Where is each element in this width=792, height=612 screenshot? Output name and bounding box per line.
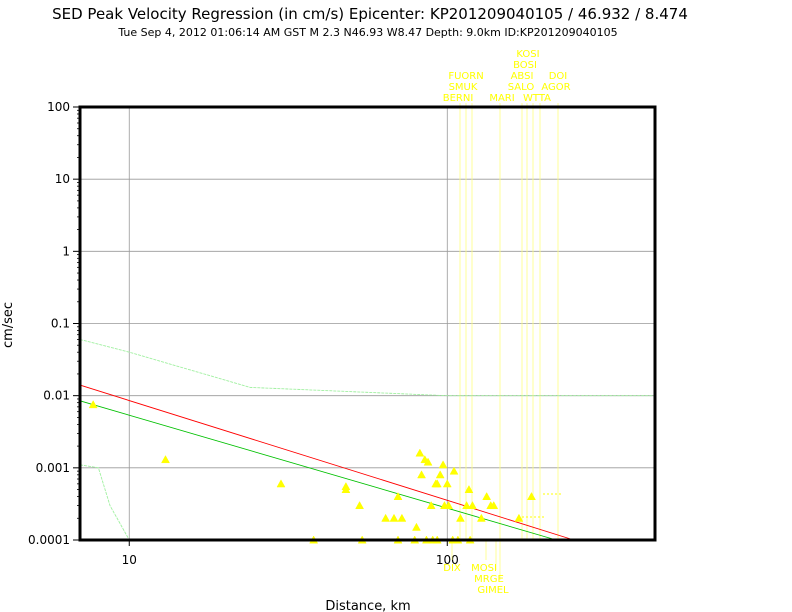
station-label: BOSI — [513, 60, 537, 71]
station-label: MRGE — [474, 574, 504, 585]
data-point — [432, 479, 442, 488]
data-point — [426, 501, 436, 510]
y-tick-label: 1 — [62, 244, 70, 258]
data-point — [276, 479, 286, 488]
data-point — [444, 501, 454, 510]
data-point — [415, 448, 425, 457]
station-label: DOI — [549, 71, 568, 82]
y-tick-label: 0.1 — [51, 317, 70, 331]
y-tick-label: 0.01 — [43, 389, 70, 403]
data-point — [456, 513, 465, 522]
regression-line-bound-lower — [79, 464, 130, 541]
station-label: ABSI — [511, 71, 534, 82]
regression-line-red — [79, 384, 574, 541]
data-point — [489, 501, 499, 510]
station-label: SMUK — [449, 82, 478, 93]
data-point — [464, 485, 474, 494]
x-axis-label: Distance, km — [325, 599, 410, 612]
y-tick-label: 10 — [55, 172, 70, 186]
data-point — [341, 485, 351, 494]
station-label: GIMEL — [477, 585, 509, 596]
data-point — [482, 492, 492, 501]
data-point — [389, 513, 399, 522]
y-axis-label: cm/sec — [1, 302, 16, 348]
regression-line-green — [79, 400, 557, 541]
station-label: FUORN — [448, 71, 483, 82]
data-point — [381, 513, 391, 522]
station-label: WTTA — [523, 93, 551, 104]
data-point — [412, 522, 421, 531]
data-point — [476, 513, 486, 522]
chart-title: SED Peak Velocity Regression (in cm/s) E… — [52, 5, 688, 23]
data-point — [442, 479, 452, 488]
data-point — [527, 492, 536, 501]
data-point — [435, 470, 445, 479]
x-tick-label: 100 — [436, 553, 459, 567]
y-tick-label: 0.0001 — [28, 533, 70, 547]
chart-subtitle: Tue Sep 4, 2012 01:06:14 AM GST M 2.3 N4… — [117, 26, 617, 39]
station-label: BERNI — [443, 93, 474, 104]
data-point — [462, 501, 471, 510]
y-tick-label: 0.001 — [36, 461, 70, 475]
data-point — [393, 492, 403, 501]
station-label: SALO — [508, 82, 535, 93]
plot-frame — [78, 105, 657, 542]
y-tick-label: 100 — [47, 100, 70, 114]
x-tick-label: 10 — [122, 553, 137, 567]
data-point — [355, 501, 365, 510]
data-point — [514, 513, 524, 522]
data-point — [417, 470, 426, 479]
data-point — [88, 400, 98, 409]
station-label: KOSI — [516, 49, 539, 60]
data-point — [423, 457, 433, 466]
data-point — [449, 466, 459, 475]
data-point — [438, 460, 448, 469]
data-point — [468, 501, 477, 510]
station-label: MOSI — [471, 563, 497, 574]
station-label: MARI — [489, 93, 514, 104]
station-label: DIX — [443, 563, 461, 574]
regression-line-bound-upper — [79, 339, 655, 397]
station-label: AGOR — [541, 82, 570, 93]
data-point — [397, 513, 407, 522]
data-point — [161, 455, 170, 464]
